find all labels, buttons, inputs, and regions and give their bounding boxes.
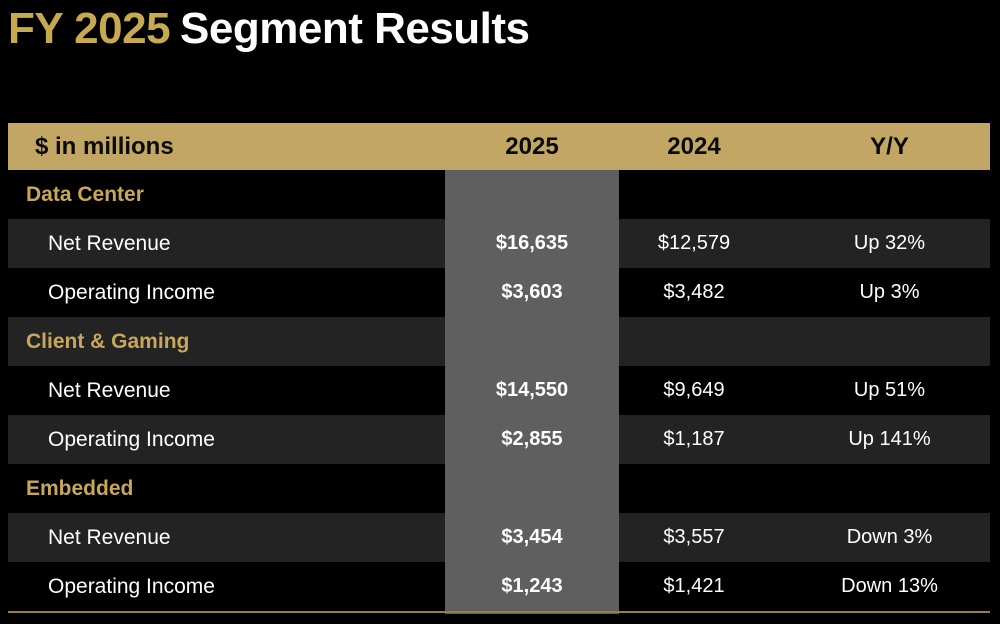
units-label: $ in millions bbox=[35, 132, 174, 160]
value-2024: $1,187 bbox=[663, 428, 725, 450]
value-2025: $14,550 bbox=[495, 379, 569, 401]
value-yy: Up 3% bbox=[859, 281, 920, 303]
segment-results-table: $ in millions 2025 2024 Y/Y Data Center … bbox=[8, 123, 990, 614]
value-2025: $3,603 bbox=[501, 281, 563, 303]
value-2024: $12,579 bbox=[657, 232, 731, 254]
row-label: Operating Income bbox=[48, 574, 215, 598]
value-yy: Up 51% bbox=[853, 379, 926, 401]
section-title: Data Center bbox=[26, 182, 144, 206]
value-yy: Up 32% bbox=[853, 232, 926, 254]
value-2024: $9,649 bbox=[663, 379, 725, 401]
value-yy: Up 141% bbox=[848, 428, 931, 450]
row-label: Net Revenue bbox=[48, 525, 171, 549]
value-2025: $2,855 bbox=[501, 428, 563, 450]
table-header-row: $ in millions 2025 2024 Y/Y bbox=[8, 123, 990, 170]
title-text: Segment Results bbox=[180, 4, 530, 53]
page-title: FY 2025 Segment Results bbox=[8, 2, 530, 56]
value-2025: $3,454 bbox=[501, 526, 563, 548]
column-header-2024: 2024 bbox=[667, 132, 721, 160]
section-title: Client & Gaming bbox=[26, 329, 190, 353]
row-label: Operating Income bbox=[48, 427, 215, 451]
value-2024: $3,557 bbox=[663, 526, 725, 548]
title-fiscal-year: FY 2025 bbox=[8, 4, 171, 53]
value-2024: $1,421 bbox=[663, 575, 725, 597]
bottom-gold-rule bbox=[8, 611, 990, 613]
section-title: Embedded bbox=[26, 476, 134, 500]
highlight-column-2025 bbox=[445, 170, 619, 614]
row-label: Operating Income bbox=[48, 280, 215, 304]
row-label: Net Revenue bbox=[48, 378, 171, 402]
value-yy: Down 13% bbox=[841, 575, 938, 597]
value-2025: $1,243 bbox=[501, 575, 563, 597]
value-2025: $16,635 bbox=[495, 232, 569, 254]
row-label: Net Revenue bbox=[48, 231, 171, 255]
column-header-2025: 2025 bbox=[505, 132, 559, 160]
table-row: Operating Income $3,603 $3,482 Up 3% bbox=[8, 268, 990, 317]
value-2024: $3,482 bbox=[663, 281, 725, 303]
value-yy: Down 3% bbox=[846, 526, 933, 548]
column-header-yy: Y/Y bbox=[870, 132, 909, 160]
